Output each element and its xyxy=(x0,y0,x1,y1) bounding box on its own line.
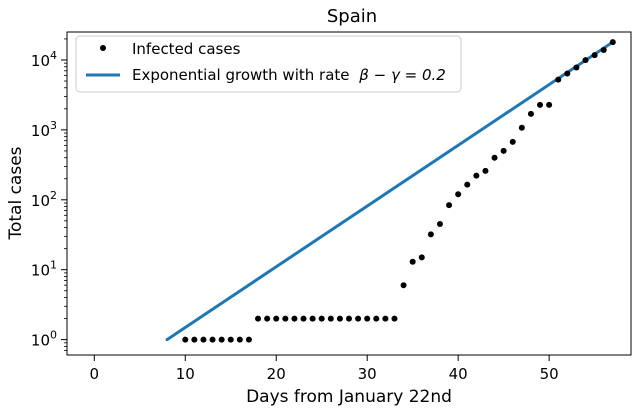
data-point-3 xyxy=(209,336,216,343)
data-point-4 xyxy=(218,336,225,343)
y-tick-label-1: 101 xyxy=(31,259,57,280)
x-tick-label-0: 0 xyxy=(90,365,100,383)
y-tick-label-4: 104 xyxy=(31,49,57,70)
data-point-47 xyxy=(609,39,616,46)
plot-layer xyxy=(165,39,616,343)
data-point-8 xyxy=(255,315,262,322)
data-point-18 xyxy=(346,315,352,322)
data-point-41 xyxy=(555,76,562,83)
data-point-13 xyxy=(300,315,307,322)
data-point-40 xyxy=(546,101,553,108)
data-point-22 xyxy=(382,315,389,322)
data-point-30 xyxy=(455,191,462,198)
y-tick-power-0: 0 xyxy=(50,329,57,342)
data-point-20 xyxy=(364,315,371,322)
data-point-46 xyxy=(600,46,607,53)
legend-marker-infected xyxy=(100,45,106,51)
data-point-42 xyxy=(564,70,571,77)
data-point-10 xyxy=(273,315,280,322)
data-point-7 xyxy=(245,336,252,343)
x-tick-label-4: 40 xyxy=(449,365,468,383)
y-tick-power-4: 4 xyxy=(50,49,57,62)
y-tick-base-3: 10 xyxy=(31,122,50,140)
data-point-32 xyxy=(473,172,480,179)
legend-label-exponential-math: β − γ = 0.2 xyxy=(358,66,446,84)
data-point-43 xyxy=(573,64,580,71)
data-point-11 xyxy=(282,315,289,322)
data-point-14 xyxy=(309,315,316,322)
data-point-39 xyxy=(537,101,544,108)
data-point-38 xyxy=(527,110,534,117)
data-point-16 xyxy=(327,315,334,322)
data-point-27 xyxy=(427,231,434,238)
data-point-24 xyxy=(400,282,407,289)
y-tick-base-0: 10 xyxy=(31,332,50,350)
data-point-6 xyxy=(236,336,243,343)
data-point-2 xyxy=(200,336,207,343)
data-point-35 xyxy=(500,147,507,154)
x-axis: 0 10 20 30 40 50 xyxy=(90,355,559,383)
data-point-34 xyxy=(491,154,498,161)
y-tick-label-0: 100 xyxy=(31,329,57,350)
y-tick-power-1: 1 xyxy=(50,259,57,272)
data-point-17 xyxy=(336,315,343,322)
data-point-19 xyxy=(355,315,362,322)
legend-label-infected: Infected cases xyxy=(132,40,241,58)
x-tick-label-5: 50 xyxy=(540,365,559,383)
data-point-25 xyxy=(409,258,416,265)
y-tick-base-4: 10 xyxy=(31,52,50,70)
data-point-44 xyxy=(582,57,589,64)
data-point-29 xyxy=(446,202,453,209)
legend: Infected cases Exponential growth with r… xyxy=(75,35,462,93)
x-axis-label: Days from January 22nd xyxy=(246,387,452,407)
data-point-15 xyxy=(318,315,325,322)
data-point-26 xyxy=(418,254,425,261)
chart-title: Spain xyxy=(327,6,377,27)
y-tick-base-1: 10 xyxy=(31,262,50,280)
y-tick-label-3: 103 xyxy=(31,119,57,140)
y-tick-power-3: 3 xyxy=(50,119,57,132)
data-point-9 xyxy=(264,315,271,322)
legend-label-exponential-text: Exponential growth with rate xyxy=(132,66,350,84)
data-point-1 xyxy=(191,336,198,343)
y-axis-label: Total cases xyxy=(6,146,26,240)
y-tick-label-2: 102 xyxy=(31,189,57,210)
x-tick-label-3: 30 xyxy=(358,365,377,383)
x-tick-label-2: 20 xyxy=(267,365,286,383)
data-point-33 xyxy=(482,167,489,174)
series-line-exponential xyxy=(165,40,615,342)
data-point-37 xyxy=(518,124,525,131)
y-tick-power-2: 2 xyxy=(50,189,57,202)
x-tick-label-1: 10 xyxy=(176,365,195,383)
data-point-36 xyxy=(509,138,516,145)
data-point-23 xyxy=(391,315,398,322)
legend-box xyxy=(75,35,462,93)
legend-label-exponential: Exponential growth with rate β − γ = 0.2 xyxy=(132,66,446,84)
data-point-21 xyxy=(373,315,380,322)
data-point-0 xyxy=(182,336,189,343)
y-tick-base-2: 10 xyxy=(31,192,50,210)
data-point-12 xyxy=(291,315,298,322)
data-point-28 xyxy=(436,221,443,228)
data-point-45 xyxy=(591,52,598,59)
data-point-5 xyxy=(227,336,234,343)
data-point-31 xyxy=(464,181,471,188)
